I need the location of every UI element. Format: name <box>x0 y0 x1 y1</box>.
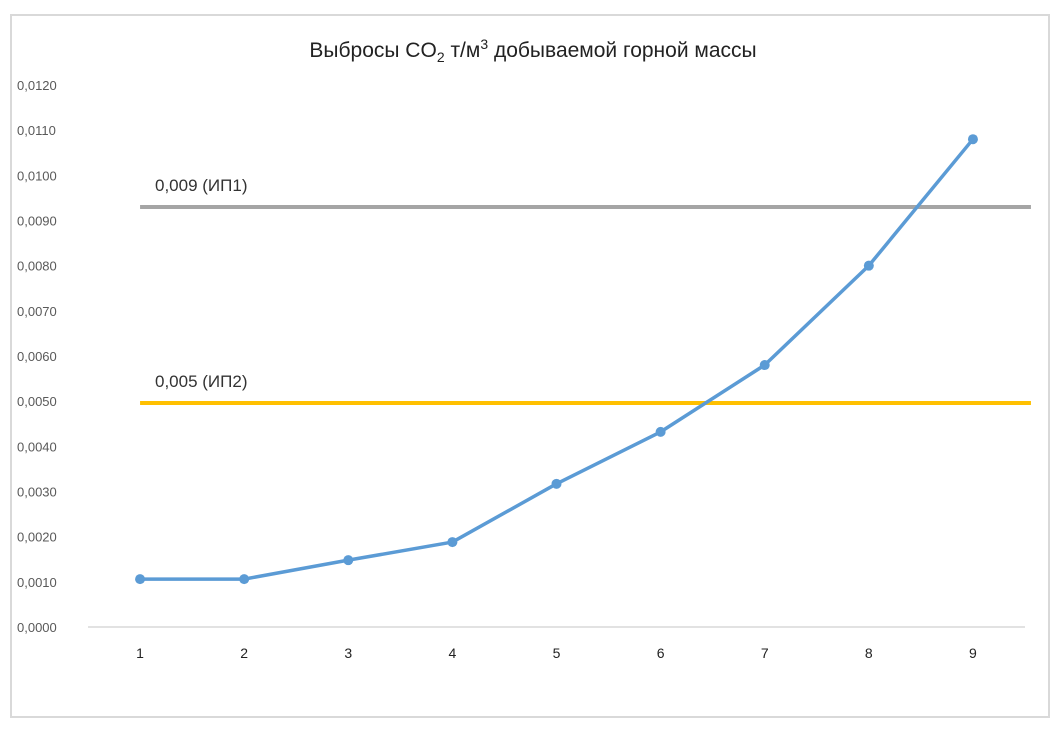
data-point <box>655 426 666 437</box>
x-tick-label: 6 <box>657 645 665 661</box>
data-point <box>863 260 874 271</box>
y-tick-label: 0,0060 <box>17 349 57 364</box>
data-point <box>447 537 458 548</box>
y-tick-label: 0,0020 <box>17 530 57 545</box>
chart-frame <box>10 14 1050 718</box>
chart-title: Выбросы CO2 т/м3 добываемой горной массы <box>309 36 756 65</box>
y-tick-label: 0,0070 <box>17 304 57 319</box>
data-point <box>239 574 250 585</box>
x-tick-label: 3 <box>344 645 352 661</box>
data-point <box>759 360 770 371</box>
y-tick-label: 0,0090 <box>17 214 57 229</box>
x-tick-label: 4 <box>448 645 456 661</box>
x-tick-label: 5 <box>553 645 561 661</box>
y-tick-label: 0,0030 <box>17 485 57 500</box>
data-point <box>343 555 354 566</box>
y-tick-label: 0,0120 <box>17 78 57 93</box>
y-tick-label: 0,0100 <box>17 168 57 183</box>
x-tick-label: 7 <box>761 645 769 661</box>
data-point <box>135 574 146 585</box>
y-tick-label: 0,0010 <box>17 575 57 590</box>
data-point <box>551 478 562 489</box>
y-tick-label: 0,0000 <box>17 620 57 635</box>
y-tick-label: 0,0050 <box>17 394 57 409</box>
y-tick-label: 0,0040 <box>17 439 57 454</box>
y-tick-label: 0,0080 <box>17 259 57 274</box>
reference-line-label: 0,009 (ИП1) <box>155 176 247 195</box>
x-tick-label: 9 <box>969 645 977 661</box>
y-tick-label: 0,0110 <box>17 123 56 138</box>
x-tick-label: 2 <box>240 645 248 661</box>
x-tick-label: 8 <box>865 645 873 661</box>
x-tick-label: 1 <box>136 645 144 661</box>
reference-line-label: 0,005 (ИП2) <box>155 372 247 391</box>
data-point <box>967 134 978 145</box>
